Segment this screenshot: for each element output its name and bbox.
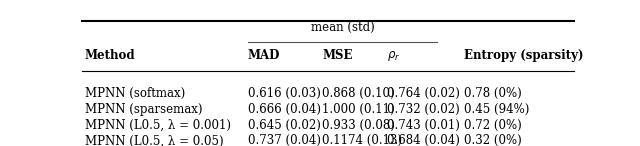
Text: 0.666 (0.04): 0.666 (0.04) [248, 103, 321, 116]
Text: 1.000 (0.11): 1.000 (0.11) [322, 103, 395, 116]
Text: MPNN (sparsemax): MPNN (sparsemax) [85, 103, 202, 116]
Text: Method: Method [85, 49, 136, 62]
Text: MAD: MAD [248, 49, 280, 62]
Text: mean (std): mean (std) [310, 21, 374, 34]
Text: 0.45 (94%): 0.45 (94%) [465, 103, 530, 116]
Text: 0.764 (0.02): 0.764 (0.02) [387, 87, 460, 100]
Text: 0.743 (0.01): 0.743 (0.01) [387, 119, 460, 132]
Text: 0.684 (0.04): 0.684 (0.04) [387, 134, 460, 146]
Text: MPNN (L0.5, λ = 0.001): MPNN (L0.5, λ = 0.001) [85, 119, 231, 132]
Text: 0.32 (0%): 0.32 (0%) [465, 134, 522, 146]
Text: 0.78 (0%): 0.78 (0%) [465, 87, 522, 100]
Text: 0.933 (0.08): 0.933 (0.08) [322, 119, 395, 132]
Text: MSE: MSE [322, 49, 353, 62]
Text: 0.645 (0.02): 0.645 (0.02) [248, 119, 321, 132]
Text: MPNN (L0.5, λ = 0.05): MPNN (L0.5, λ = 0.05) [85, 134, 223, 146]
Text: 0.1174 (0.13): 0.1174 (0.13) [322, 134, 402, 146]
Text: 0.72 (0%): 0.72 (0%) [465, 119, 522, 132]
Text: Entropy (sparsity): Entropy (sparsity) [465, 49, 584, 62]
Text: 0.732 (0.02): 0.732 (0.02) [387, 103, 460, 116]
Text: 0.616 (0.03): 0.616 (0.03) [248, 87, 321, 100]
Text: 0.868 (0.10): 0.868 (0.10) [322, 87, 395, 100]
Text: $\rho_r$: $\rho_r$ [387, 49, 400, 63]
Text: 0.737 (0.04): 0.737 (0.04) [248, 134, 321, 146]
Text: MPNN (softmax): MPNN (softmax) [85, 87, 185, 100]
